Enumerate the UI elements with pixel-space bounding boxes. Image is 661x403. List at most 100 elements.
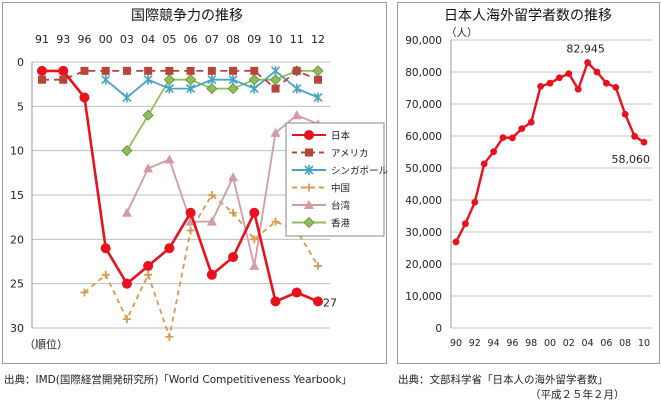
chart1-point-series-0 [249, 207, 260, 218]
chart1-y-tick-label: 20 [10, 233, 24, 246]
chart1-point-series-0 [79, 92, 90, 103]
chart1-legend-marker-shape [304, 130, 314, 140]
chart1-legend-marker [304, 200, 314, 209]
chart2-point [621, 110, 629, 118]
chart1-legend [285, 122, 385, 237]
chart1-y-tick-label: 5 [17, 100, 24, 113]
chart1-point-series-0 [100, 243, 111, 254]
chart1-point-series-0-shape [206, 269, 217, 280]
chart1-point-series-3 [271, 217, 280, 226]
chart1-point-series-0 [313, 296, 323, 307]
chart1-point-series-1-shape [101, 66, 110, 75]
chart1-point-series-4 [206, 216, 217, 226]
chart1-point-series-2 [164, 83, 174, 94]
chart1-point-series-4 [249, 260, 260, 270]
chart1-point-series-2-shape [101, 74, 111, 85]
chart1-point-series-0-shape [164, 243, 175, 254]
chart1-point-series-5-shape [227, 83, 239, 95]
chart1-point-series-2-shape [207, 74, 217, 85]
chart1-point-series-4-shape [270, 127, 281, 137]
chart1-point-series-2 [143, 74, 153, 85]
chart1-point-series-1-shape [144, 66, 153, 75]
chart2-point [527, 118, 535, 126]
chart2-point [518, 125, 526, 133]
chart1-y-tick-label: 25 [10, 278, 24, 291]
chart1-point-series-0 [121, 278, 132, 289]
chart1-x-tick-label: 06 [184, 33, 198, 46]
chart2-y-tick-label: 30,000 [405, 227, 442, 239]
chart1-point-series-3 [144, 270, 153, 279]
chart1-legend-marker-shape [305, 183, 313, 192]
chart2-title: 日本人海外留学者数の推移 [444, 8, 612, 24]
chart1-y-tick-label: 0 [17, 56, 24, 69]
source-right-date: （平成２５年２月） [530, 389, 625, 401]
chart2-x-tick-label: 06 [600, 338, 612, 349]
chart1-point-series-1-shape [250, 66, 259, 75]
chart1-point-series-5 [227, 83, 239, 95]
chart1-point-series-3-shape [271, 217, 280, 226]
chart1-point-series-0 [185, 207, 196, 218]
chart1-point-series-2-shape [313, 92, 323, 103]
chart1-point-series-3-shape [207, 191, 216, 199]
chart1-x-tick-label: 04 [141, 33, 155, 46]
chart1-point-series-2-shape [292, 83, 302, 94]
chart1-point-series-2-shape [164, 83, 174, 94]
chart1-legend-marker-shape [303, 216, 315, 229]
chart1-x-tick-label: 11 [290, 33, 304, 46]
chart1-x-tick-label: 00 [99, 33, 113, 46]
chart1-series-line-0 [42, 69, 319, 303]
chart2-x-tick-label: 10 [638, 338, 650, 349]
chart2-point [565, 70, 573, 77]
chart1-legend-label: 日本 [331, 130, 351, 142]
chart1-x-tick-label: 12 [311, 33, 325, 46]
chart1-point-series-3-shape [101, 270, 110, 279]
chart1-point-series-5-shape [121, 145, 133, 157]
chart1-point-series-3-shape [229, 208, 238, 217]
chart2-y-axis-label: （人） [446, 27, 478, 39]
chart1-y-tick-label: 10 [10, 145, 24, 158]
chart1-point-series-5-shape [248, 74, 260, 86]
chart1-point-series-1 [144, 66, 153, 75]
chart1-point-series-5-shape [206, 83, 218, 95]
chart1-point-series-1-shape [314, 75, 322, 84]
chart1-title: 国際競争力の推移 [131, 8, 243, 24]
chart1-y-tick-label: 30 [10, 322, 24, 335]
chart1-point-series-5-shape [163, 74, 175, 86]
chart1-point-series-0-shape [79, 92, 90, 103]
chart1-point-series-3 [250, 235, 259, 244]
chart2-point [556, 74, 563, 82]
chart1-point-series-3 [80, 288, 89, 297]
chart1-point-series-0-shape [249, 207, 260, 218]
chart1-data-label: 27 [323, 296, 337, 309]
chart1-point-series-0 [206, 269, 217, 280]
chart1-x-tick-label: 03 [120, 33, 134, 46]
chart2-y-tick-label: 90,000 [405, 35, 442, 47]
chart2-x-tick-label: 90 [450, 338, 462, 349]
chart1-point-series-3 [122, 315, 131, 324]
chart1-y-tick-label: 15 [10, 189, 24, 202]
chart1-point-series-2 [207, 74, 217, 85]
chart1-point-series-4 [143, 163, 154, 173]
chart1-point-series-0 [164, 243, 175, 254]
chart1-point-series-3-shape [165, 332, 174, 341]
chart2-x-tick-label: 98 [525, 338, 537, 349]
chart1-legend-marker [304, 130, 314, 140]
chart1-legend-marker-shape [304, 200, 314, 209]
chart1-point-series-2 [313, 92, 323, 103]
chart1-point-series-2-shape [270, 65, 281, 76]
chart1-point-series-2-shape [228, 74, 238, 85]
chart2-y-tick-label: 10,000 [405, 291, 442, 303]
chart1-point-series-2-shape [122, 92, 132, 103]
chart2-point [471, 198, 479, 206]
chart1-point-series-4 [270, 127, 281, 137]
chart1-point-series-1-shape [292, 66, 301, 75]
chart2-x-tick-label: 04 [582, 338, 594, 349]
chart1-point-series-1 [59, 75, 68, 84]
chart1-point-series-2 [270, 65, 281, 76]
chart1-point-series-4 [121, 207, 132, 217]
chart1-point-series-1 [122, 66, 131, 75]
chart2-point [537, 83, 544, 90]
chart1-point-series-5-shape [142, 109, 154, 121]
chart2-point [462, 220, 469, 228]
